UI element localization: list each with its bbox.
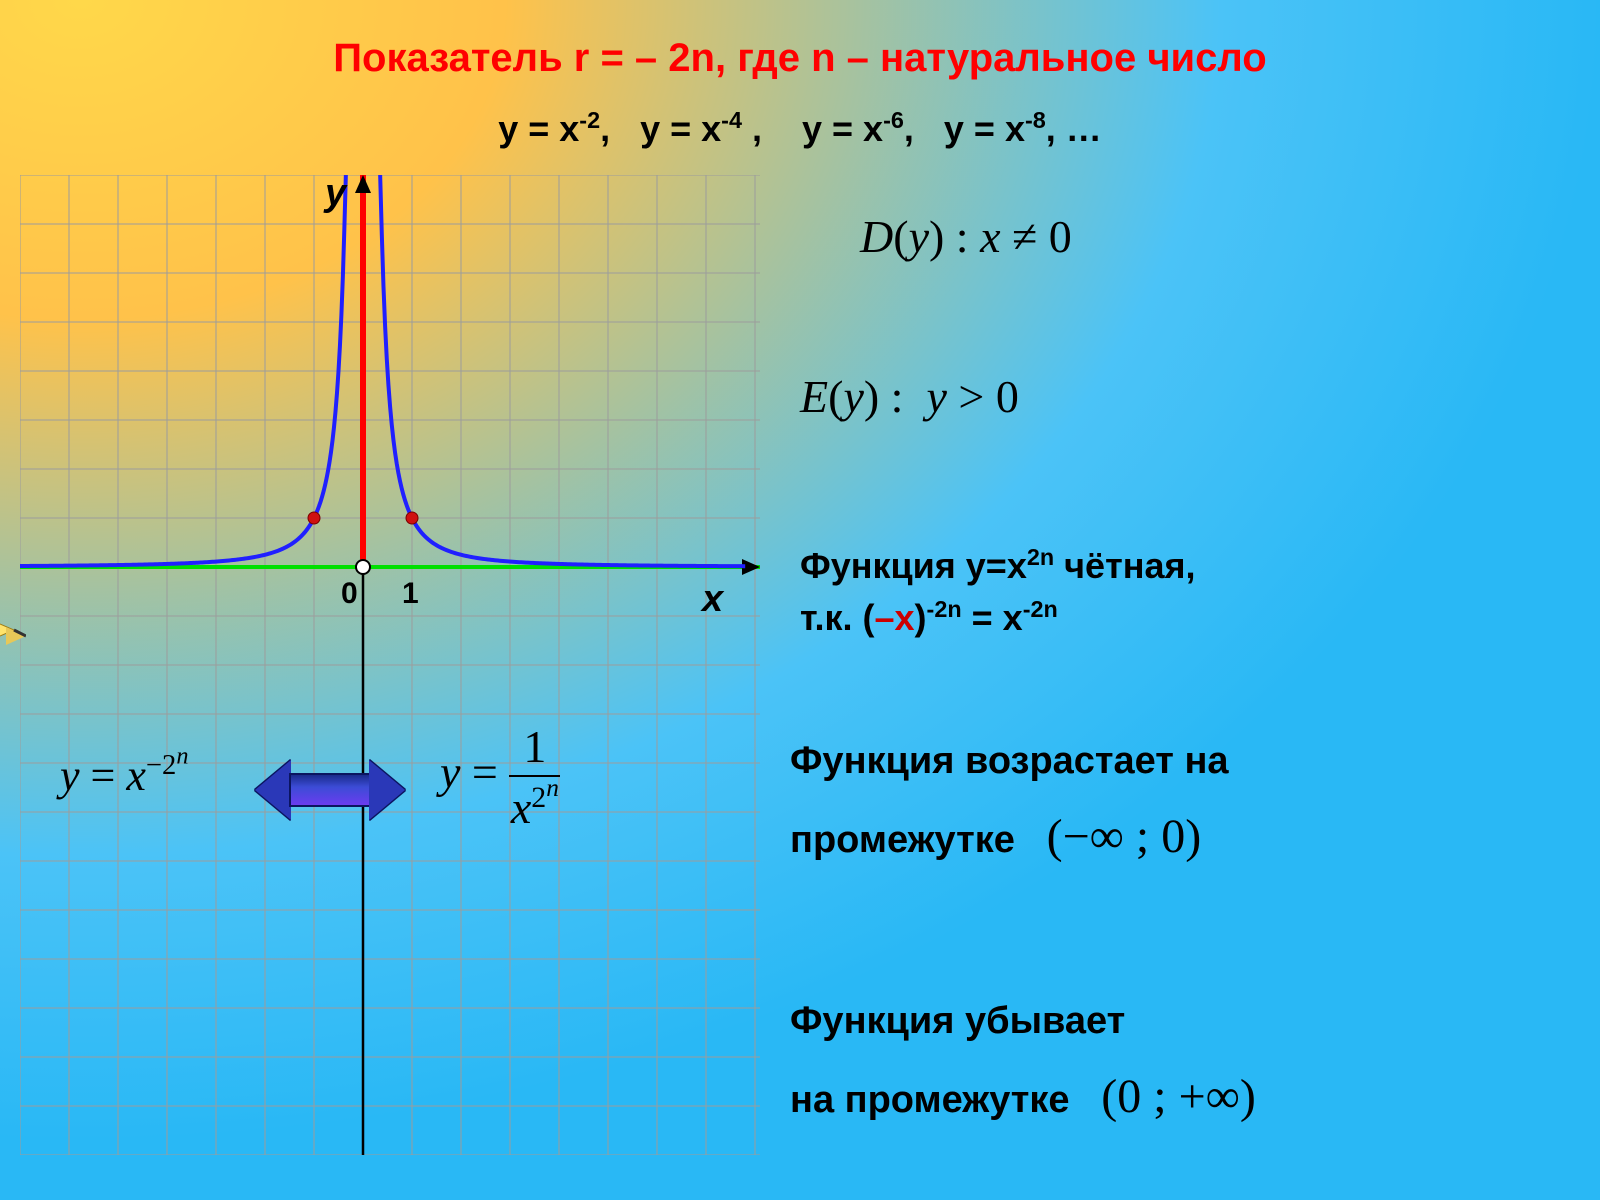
svg-text:0: 0 bbox=[341, 577, 358, 610]
parity-text: Функция у=х2n чётная,т.к. (–х)-2n = х-2n bbox=[800, 540, 1195, 644]
svg-text:х: х bbox=[700, 578, 725, 620]
increasing-text: Функция возрастает напромежутке (−∞ ; 0) bbox=[790, 740, 1229, 864]
title-text: Показатель r = – 2n, где n – натуральное… bbox=[0, 36, 1600, 81]
formula-left: y = x−2n bbox=[60, 750, 188, 801]
svg-text:1: 1 bbox=[402, 577, 419, 610]
domain-text: D(y) : x ≠ 0 bbox=[860, 210, 1072, 263]
range-text: E(y) : y > 0 bbox=[800, 370, 1019, 423]
equiv-arrow-icon bbox=[255, 760, 405, 820]
formula-right: y = 1x2n bbox=[440, 720, 560, 834]
decreasing-text: Функция убываетна промежутке (0 ; +∞) bbox=[790, 1000, 1256, 1124]
pencil-icon bbox=[0, 618, 26, 654]
svg-text:у: у bbox=[323, 175, 348, 214]
chart-area: у х 0 1 bbox=[20, 175, 760, 1155]
function-list: у = х-2, у = х-4 , у = х-6, у = х-8, … bbox=[0, 108, 1600, 150]
chart-svg: у х 0 1 bbox=[20, 175, 760, 1155]
